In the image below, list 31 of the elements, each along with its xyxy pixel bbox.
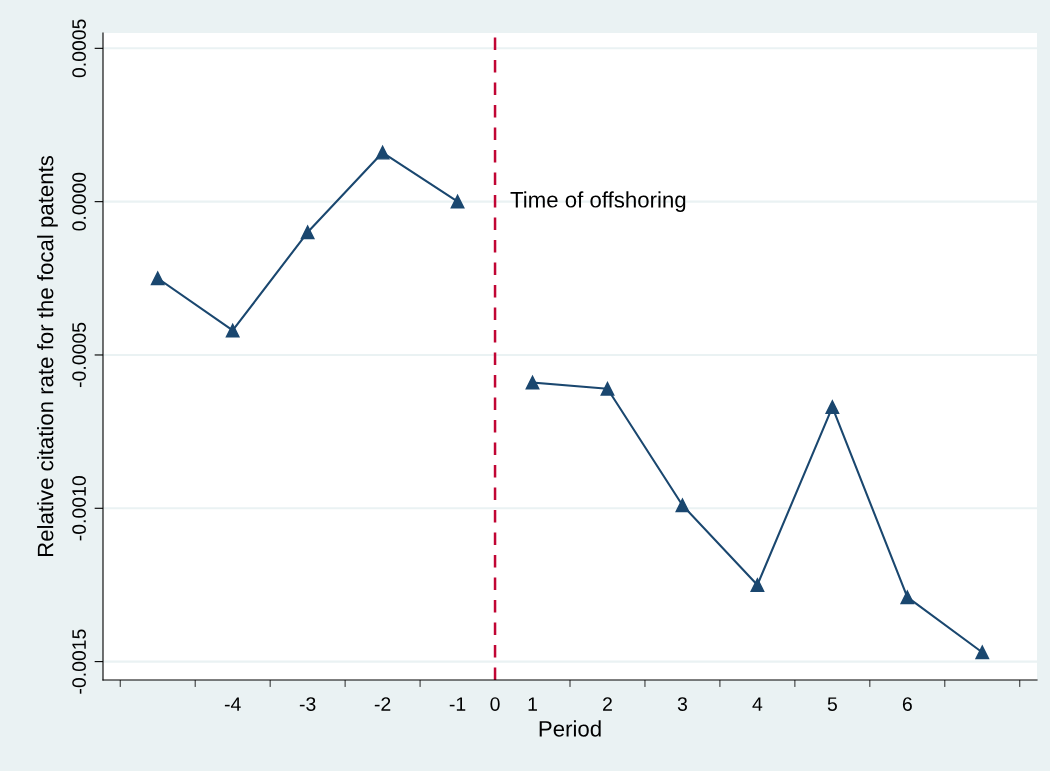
point	[975, 645, 990, 660]
point	[300, 225, 315, 240]
point	[525, 375, 540, 390]
y-axis-title: Relative citation rate for the focal patents	[37, 155, 58, 557]
x-tick-label: 2	[603, 697, 612, 711]
x-tick-label: -3	[299, 697, 316, 711]
point	[375, 145, 390, 160]
y-tick-label: -0.0015	[72, 629, 86, 694]
x-tick-label: 1	[528, 697, 537, 711]
y-tick-label: -0.0005	[72, 322, 86, 388]
point	[750, 577, 765, 592]
x-tick-label: 6	[902, 697, 912, 711]
point	[675, 498, 690, 513]
point	[600, 381, 615, 396]
point	[225, 323, 240, 338]
x-tick-label: 0	[490, 697, 500, 711]
point	[900, 590, 915, 605]
x-tick-label: 4	[752, 697, 763, 711]
point	[450, 194, 465, 209]
x-tick-label: -4	[224, 697, 241, 711]
y-tick-label: 0.0000	[72, 172, 86, 231]
x-tick-label: 3	[677, 697, 687, 711]
x-tick-label: -1	[449, 697, 466, 711]
y-tick-label: 0.0005	[72, 19, 86, 78]
point	[150, 271, 165, 286]
x-tick-label: 5	[827, 697, 837, 711]
ref-line-label: Time of offshoring	[510, 191, 686, 213]
x-axis-title: Period	[539, 720, 601, 737]
y-tick-label: -0.0010	[72, 476, 86, 541]
point	[825, 400, 840, 415]
x-tick-label: -2	[374, 697, 391, 711]
